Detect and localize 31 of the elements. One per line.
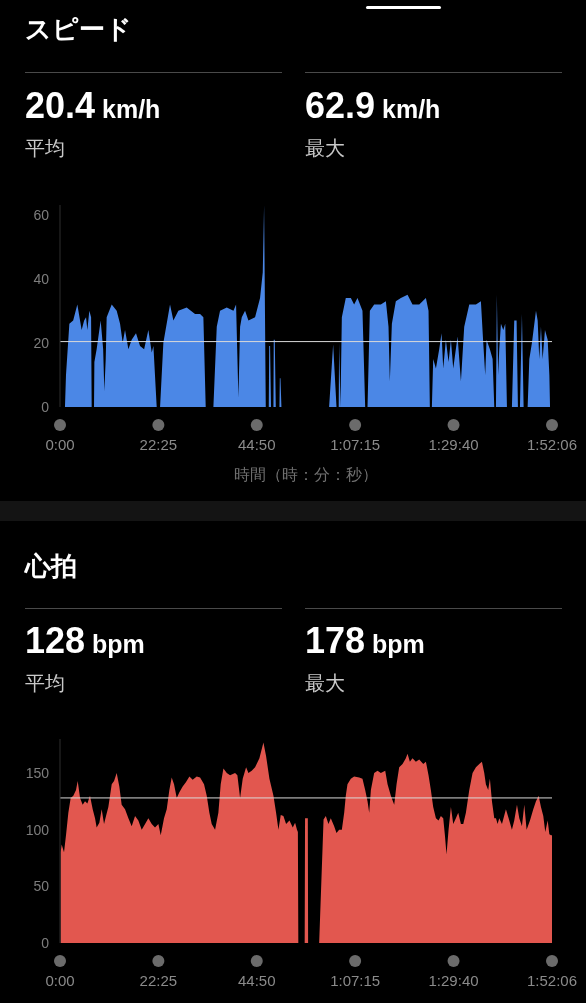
text: 最大 [305,137,345,159]
x-tick-label: 1:07:15 [330,971,381,989]
x-tick-label: 1:07:15 [330,435,381,453]
y-tick-label: 40 [33,270,50,287]
x-tick-label: 22:25 [139,971,178,989]
y-tick-label: 60 [33,206,50,223]
x-tick-label: 44:50 [238,971,276,989]
text: 20.4 km/h [25,85,161,126]
text: 平均 [25,672,65,694]
chart-title: スピード [25,14,132,44]
x-tick-label: 1:52:06 [526,435,578,453]
y-tick-label: 50 [33,878,50,895]
text: 128 bpm [25,620,145,661]
x-tick-label: 1:29:40 [428,435,479,453]
x-tick-label: 0:00 [45,435,75,453]
text: 62.9 km/h [305,85,441,126]
x-tick-label: 1:29:40 [428,971,479,989]
y-tick-label: 20 [33,334,50,351]
x-tick-label: 1:52:06 [526,971,578,989]
y-tick-label: 100 [25,821,50,838]
text: 178 bpm [305,620,425,661]
x-tick-label: 44:50 [238,435,276,453]
y-tick-label: 0 [41,934,50,951]
x-tick-label: 0:00 [45,971,75,989]
x-axis-title: 時間（時：分：秒） [234,466,378,483]
x-tick-label: 22:25 [139,435,178,453]
y-tick-label: 0 [41,398,50,415]
chart-title: 心拍 [25,551,77,581]
text: 最大 [305,672,345,694]
text: 平均 [25,137,65,159]
y-tick-label: 150 [25,764,50,781]
